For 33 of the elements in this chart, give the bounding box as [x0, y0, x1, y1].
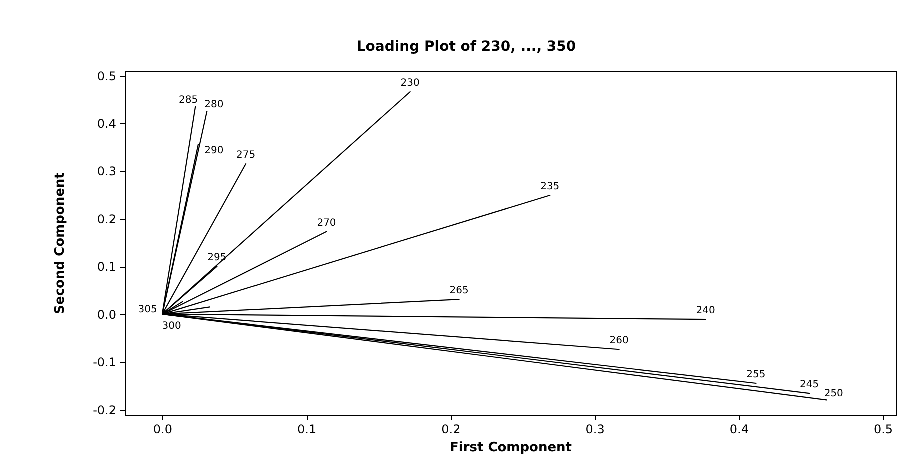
series-label: 245 [800, 380, 820, 391]
series-label: 295 [208, 252, 227, 264]
series-label: 270 [317, 218, 336, 229]
y-tick-label: 0.5 [97, 69, 116, 84]
series-label: 250 [824, 388, 844, 400]
x-tick-label: 0.0 [153, 422, 173, 436]
series-label: 300 [162, 321, 182, 332]
series-label: 240 [696, 306, 716, 317]
series-label: 290 [204, 145, 224, 156]
series-label: 305 [138, 304, 158, 316]
series-label: 255 [746, 370, 766, 381]
x-tick-label: 0.2 [442, 422, 461, 436]
series-label: 260 [610, 336, 629, 347]
y-tick-label: 0.3 [97, 164, 116, 179]
y-tick-label: 0.4 [97, 116, 116, 131]
series-label: 235 [540, 182, 560, 193]
y-tick-label: 0.0 [97, 308, 116, 322]
x-axis-title: First Component [450, 440, 572, 456]
y-tick-label: 0.2 [97, 212, 116, 226]
chart-title: Loading Plot of 230, ..., 350 [356, 38, 576, 55]
y-tick-label: 0.1 [97, 260, 116, 274]
x-tick-label: 0.4 [730, 422, 749, 436]
x-tick-label: 0.3 [586, 422, 605, 436]
x-tick-label: 0.1 [298, 422, 317, 436]
y-tick-label: -0.1 [93, 356, 116, 370]
series-label: 275 [236, 150, 256, 162]
series-label: 280 [204, 100, 224, 111]
x-tick-label: 0.5 [874, 422, 894, 436]
series-label: 230 [400, 78, 420, 89]
y-tick-label: -0.2 [93, 403, 116, 418]
series-label: 265 [450, 286, 469, 297]
series-label: 285 [179, 94, 198, 106]
y-axis-title: Second Component [53, 172, 68, 314]
